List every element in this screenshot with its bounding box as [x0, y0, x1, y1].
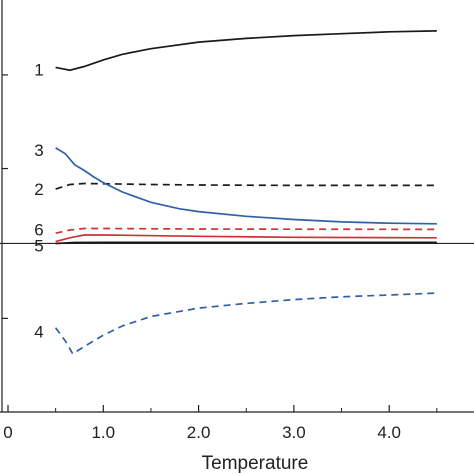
series-line-1 [55, 30, 437, 72]
series-line-2 [55, 182, 437, 190]
x-tick-label-3: 3.0 [282, 423, 306, 442]
curve-label-4: 4 [34, 322, 43, 341]
series-line-6b [55, 234, 437, 243]
series-line-3 [55, 147, 437, 225]
plot-area: 0 1.0 2.0 3.0 4.0 1 2 3 65 4 [0, 0, 474, 442]
x-tick-label-2: 2.0 [187, 423, 211, 442]
series-line-6 [55, 227, 437, 235]
curve-label-3: 3 [34, 141, 43, 160]
curve-label-2: 2 [34, 180, 43, 199]
x-tick-label-1: 1.0 [91, 423, 115, 442]
x-axis-label: Temperature [202, 453, 309, 474]
series-line-4 [54, 292, 437, 356]
x-tick-label-0: 0 [3, 423, 12, 442]
x-tick-label-4: 4.0 [377, 423, 401, 442]
curve-label-5: 5 [34, 236, 43, 255]
series-line-5 [55, 241, 437, 245]
curve-label-1: 1 [34, 60, 43, 79]
curve-label-6: 6 [34, 220, 43, 239]
